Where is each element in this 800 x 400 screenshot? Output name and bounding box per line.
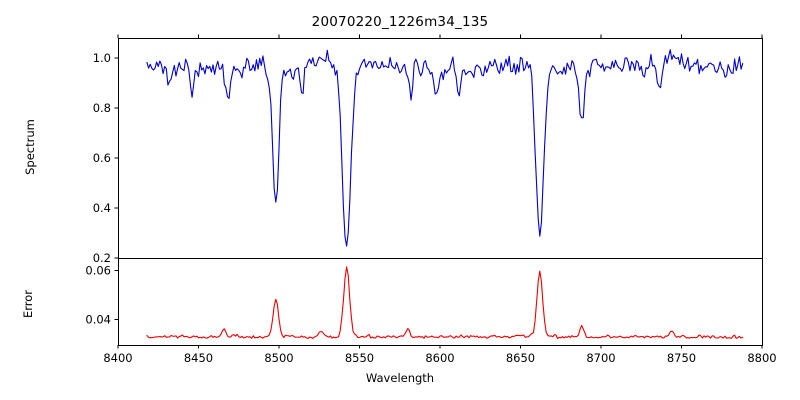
y-tick-label-spectrum: 0.4 [93,201,111,215]
x-tick-label: 8400 [103,351,132,365]
figure-title: 20070220_1226m34_135 [311,14,489,30]
x-axis-label: Wavelength [365,371,435,385]
y-tick-label-error: 0.04 [85,312,111,326]
y-tick-label-spectrum: 0.6 [93,151,111,165]
x-tick-label: 8550 [345,351,374,365]
x-tick-label: 8500 [264,351,293,365]
y-tick-label-error: 0.06 [85,263,111,277]
error-panel: 0.04 0.06 8400 8450 8500 8550 8600 8650 8700 8750… [85,258,777,365]
error-line [146,266,744,340]
y-tick-label-spectrum: 1.0 [93,51,111,65]
x-tick-label: 8600 [425,351,454,365]
x-tick-label: 8800 [747,351,776,365]
spectrum-panel: 0.2 0.4 0.6 0.8 1.0 [93,34,763,265]
x-tick-label: 8750 [667,351,696,365]
x-tick-label: 8450 [184,351,213,365]
spectrum-line [146,49,744,247]
y-tick-label-spectrum: 0.8 [93,101,111,115]
y-tick-label-spectrum: 0.2 [93,251,111,265]
x-tick-label: 8700 [586,351,615,365]
x-tick-label: 8650 [506,351,535,365]
